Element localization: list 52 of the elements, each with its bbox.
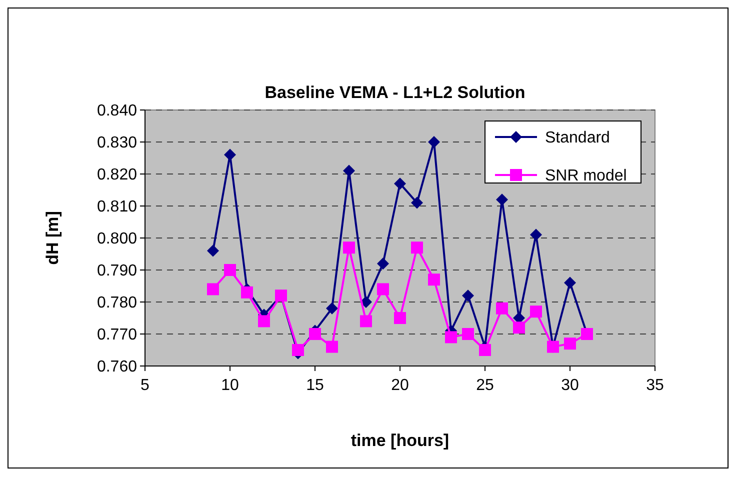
y-tick-label: 0.820: [96, 166, 138, 184]
point: [258, 315, 270, 328]
point: [309, 328, 321, 340]
point: [496, 302, 508, 314]
x-tick-label: 10: [221, 377, 239, 394]
y-tick-label: 0.770: [96, 326, 138, 344]
point: [479, 344, 491, 356]
point: [207, 283, 219, 296]
x-axis-title: time [hours]: [350, 431, 450, 450]
y-tick-label: 0.780: [96, 294, 138, 312]
legend-label: Standard: [545, 130, 610, 147]
x-tick-label: 35: [646, 377, 664, 394]
point: [224, 148, 236, 161]
point: [445, 331, 457, 344]
point: [241, 286, 253, 298]
point: [411, 242, 423, 254]
point: [377, 283, 389, 296]
x-tick-label: 20: [391, 377, 409, 394]
point: [462, 328, 474, 340]
point: [224, 264, 236, 276]
point: [564, 276, 576, 289]
x-tick-label: 30: [561, 377, 579, 394]
point: [326, 340, 338, 353]
legend-label: SNR model: [545, 168, 627, 185]
y-tick-label: 0.830: [96, 134, 138, 152]
point: [292, 344, 304, 356]
y-tick-label: 0.790: [96, 262, 138, 280]
point: [360, 315, 372, 328]
y-axis-title: dH [m]: [43, 211, 62, 265]
point: [530, 306, 542, 318]
y-tick-label: 0.800: [96, 230, 138, 248]
point: [394, 312, 406, 324]
point: [207, 244, 219, 257]
point: [343, 164, 355, 177]
point: [428, 274, 440, 286]
point: [411, 196, 423, 209]
x-tick-label: 15: [306, 377, 324, 394]
point: [564, 338, 576, 350]
y-tick-label: 0.840: [96, 102, 138, 120]
x-tick-label: 25: [476, 377, 494, 394]
point: [428, 136, 440, 148]
point: [394, 178, 406, 190]
chart-title: Baseline VEMA - L1+L2 Solution: [264, 83, 526, 102]
point: [530, 228, 542, 241]
point: [462, 290, 474, 302]
point: [377, 258, 389, 270]
point: [513, 322, 525, 334]
x-tick-label: 5: [140, 377, 150, 394]
point: [343, 242, 355, 254]
y-tick-label: 0.810: [96, 198, 138, 216]
point: [326, 302, 338, 314]
y-tick-label: 0.760: [96, 358, 138, 376]
